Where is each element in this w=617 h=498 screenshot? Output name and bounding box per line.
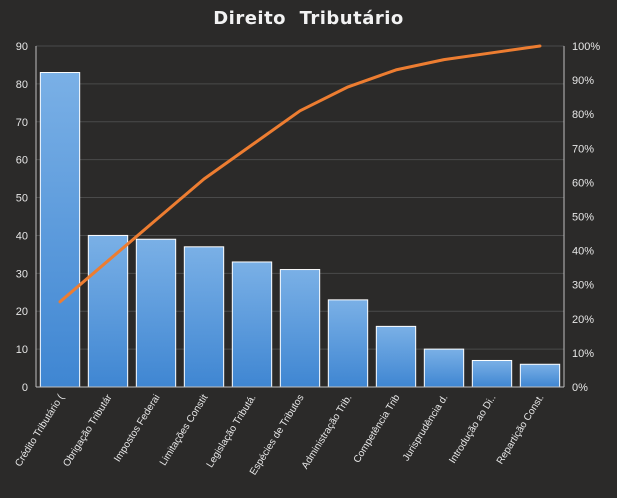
bar [183,246,225,388]
bar [471,359,513,388]
bar [231,261,273,388]
x-category-label: Jurisprudência d. [401,393,451,463]
x-category-label: Crédito Tributário ( [13,392,67,469]
bar [327,299,369,388]
x-category-label: Legislação Tributá. [205,393,259,470]
x-category-label: Impostos Federai [112,393,162,464]
bar [39,72,81,388]
bar [135,238,177,388]
y-tick-label: 20 [16,306,28,318]
bar [519,363,561,388]
x-category-label: Introdução ao Di.. [447,393,498,466]
y2-tick-label: 40% [572,246,594,258]
y-tick-label: 60 [16,155,28,167]
y2-tick-label: 90% [572,75,594,87]
y-tick-label: 80 [16,79,28,91]
y-tick-label: 70 [16,117,28,129]
y2-tick-label: 0% [572,382,588,394]
y2-tick-label: 60% [572,177,594,189]
y2-tick-label: 10% [572,348,594,360]
x-category-label: Administração Trib. [300,393,355,471]
y2-tick-label: 80% [572,109,594,121]
y-tick-label: 90 [16,41,28,53]
bar [87,234,129,388]
chart-title: Direito Tributário [213,8,404,29]
y2-tick-label: 100% [572,41,600,53]
y2-tick-label: 20% [572,314,594,326]
x-category-label: Espécies de Tributos [248,393,307,478]
y-tick-label: 0 [22,382,28,394]
y2-tick-label: 30% [572,280,594,292]
cumulative-line [58,44,542,304]
x-category-label: Obrigação Tributár [61,392,115,469]
bar [279,269,321,388]
x-category-label: Limitações Constit [158,393,211,468]
y2-tick-label: 70% [572,143,594,155]
y-tick-label: 40 [16,230,28,242]
bar [423,348,465,388]
y2-tick-label: 50% [572,212,594,224]
bar [375,325,417,388]
x-category-label: Competência Trib [352,392,403,465]
y-tick-label: 30 [16,268,28,280]
y-tick-label: 50 [16,193,28,205]
x-category-label: Repartição Const. [495,393,547,467]
y-tick-label: 10 [16,344,28,356]
